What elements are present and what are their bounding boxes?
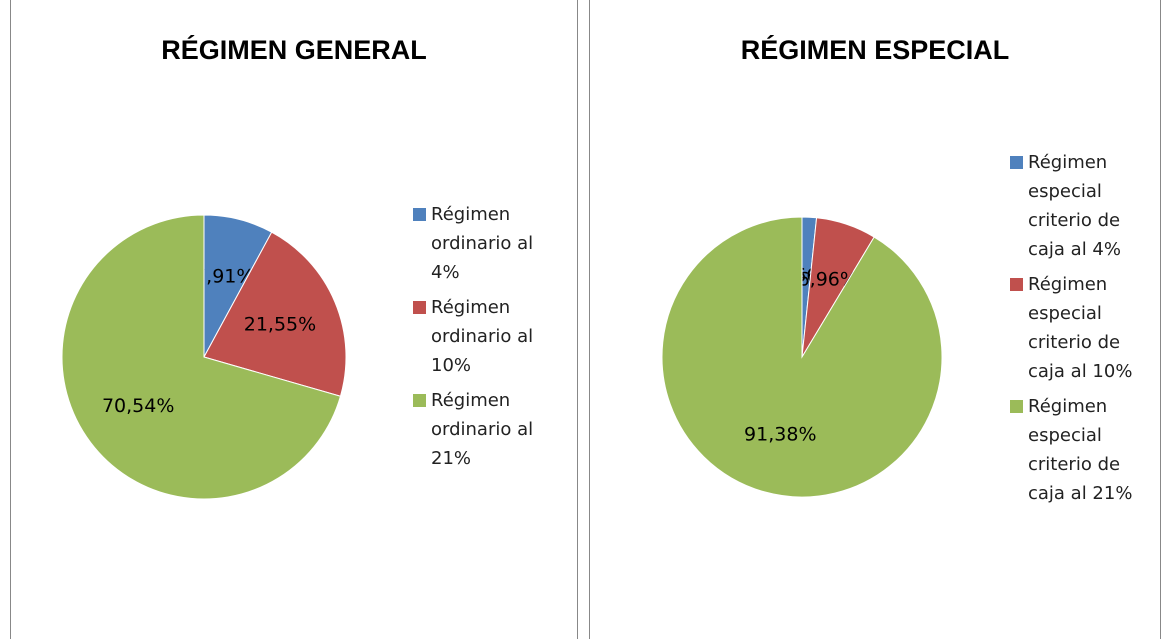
legend-swatch [1010, 156, 1023, 169]
legend-entry: Régimen especial criterio de caja al 4% [1010, 148, 1150, 264]
panel [589, 0, 1161, 639]
chart-title: RÉGIMEN ESPECIAL [741, 34, 1010, 65]
legend-label: Régimen especial criterio de caja al 4% [1028, 152, 1121, 260]
legend-entry: Régimen especial criterio de caja al 10% [1010, 270, 1150, 386]
data-label: 7,91% [194, 266, 254, 288]
legend: Régimen ordinario al 4% Régimen ordinario… [413, 200, 563, 479]
data-label: 21,55% [244, 314, 316, 336]
pie-slice [203, 231, 347, 397]
pie-slice [61, 214, 342, 500]
legend-label: Régimen ordinario al 10% [431, 297, 534, 376]
chart-title: RÉGIMEN GENERAL [161, 34, 427, 65]
legend-entry: Régimen ordinario al 10% [413, 293, 563, 380]
legend-label: Régimen ordinario al 21% [431, 390, 534, 469]
data-label: 91,38% [744, 424, 816, 446]
legend-swatch [413, 208, 426, 221]
legend-entry: Régimen ordinario al 21% [413, 386, 563, 473]
legend: Régimen especial criterio de caja al 4% R… [1010, 148, 1150, 514]
legend-label: Régimen ordinario al 4% [431, 204, 534, 283]
legend-label: Régimen especial criterio de caja al 10% [1028, 274, 1133, 382]
legend-entry: Régimen especial criterio de caja al 21% [1010, 392, 1150, 508]
legend-label: Régimen especial criterio de caja al 21% [1028, 396, 1133, 504]
pie-slice [661, 216, 943, 498]
data-label: 70,54% [102, 395, 174, 417]
panel [10, 0, 578, 639]
legend-entry: Régimen ordinario al 4% [413, 200, 563, 287]
legend-swatch [413, 301, 426, 314]
legend-swatch [1010, 400, 1023, 413]
legend-swatch [1010, 278, 1023, 291]
legend-swatch [413, 394, 426, 407]
data-label: 6,96% [798, 268, 858, 290]
